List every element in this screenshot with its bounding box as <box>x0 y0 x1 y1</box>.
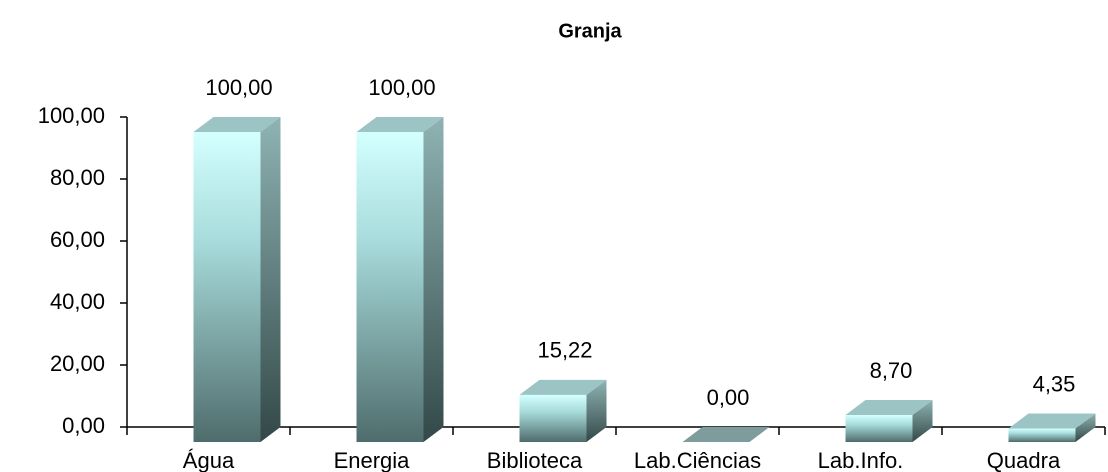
bar-top <box>193 117 281 132</box>
value-label: 15,22 <box>537 338 592 363</box>
x-tick-label: Energia <box>334 448 411 472</box>
bar-side <box>912 400 933 442</box>
bar-top <box>845 400 933 416</box>
bar <box>1008 428 1076 442</box>
y-tick-label: 80,00 <box>50 165 105 190</box>
bar-top <box>519 379 607 395</box>
y-tick-label: 40,00 <box>50 289 105 314</box>
x-tick-label: Quadra <box>987 448 1061 472</box>
bar-top <box>1008 413 1096 429</box>
bar-side <box>586 379 607 442</box>
bar-side <box>423 117 444 442</box>
x-tick-label: Água <box>183 448 235 472</box>
x-tick-label: Lab.Info. <box>818 448 904 472</box>
x-tick-label: Lab.Ciências <box>634 448 761 472</box>
value-label: 100,00 <box>205 75 272 100</box>
value-label: 8,70 <box>870 358 913 383</box>
bar-top <box>682 427 770 442</box>
y-tick-label: 20,00 <box>50 351 105 376</box>
value-label: 4,35 <box>1033 371 1076 396</box>
y-tick-label: 60,00 <box>50 227 105 252</box>
x-tick-label: Biblioteca <box>487 448 583 472</box>
y-tick-label: 0,00 <box>62 413 105 438</box>
y-tick-label: 100,00 <box>38 103 105 128</box>
bar <box>519 394 587 442</box>
bar-top <box>356 117 444 132</box>
bar-side <box>1075 413 1096 442</box>
bar <box>356 132 424 442</box>
value-label: 0,00 <box>707 385 750 410</box>
chart-title: Granja <box>558 20 622 42</box>
value-label: 100,00 <box>368 75 435 100</box>
bar-side <box>260 117 281 442</box>
bar <box>193 132 261 442</box>
bar <box>845 415 913 442</box>
